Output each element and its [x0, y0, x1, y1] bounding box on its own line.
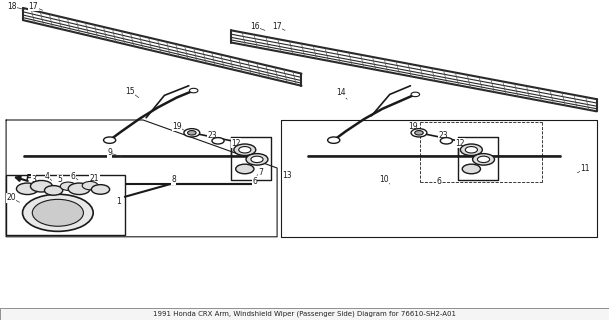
- Circle shape: [189, 88, 198, 93]
- Text: 4: 4: [45, 172, 50, 181]
- Text: 6: 6: [71, 172, 76, 180]
- Bar: [6, 175, 125, 235]
- Text: 14: 14: [336, 88, 346, 97]
- Circle shape: [91, 185, 110, 194]
- Circle shape: [236, 164, 254, 174]
- Text: FR.: FR.: [26, 174, 41, 183]
- Circle shape: [415, 131, 423, 135]
- Circle shape: [184, 129, 200, 137]
- Circle shape: [23, 194, 93, 231]
- Circle shape: [104, 137, 116, 143]
- Text: 10: 10: [379, 175, 389, 184]
- Circle shape: [411, 92, 420, 97]
- Circle shape: [16, 183, 38, 195]
- Text: 23: 23: [207, 131, 217, 140]
- Text: 2: 2: [65, 219, 69, 228]
- Circle shape: [473, 154, 495, 165]
- Text: 9: 9: [107, 148, 112, 157]
- Circle shape: [234, 144, 256, 156]
- Text: 19: 19: [408, 122, 418, 131]
- Text: 20: 20: [6, 193, 16, 202]
- Text: 13: 13: [283, 171, 292, 180]
- Text: 21: 21: [90, 174, 99, 183]
- Text: 11: 11: [580, 164, 590, 173]
- Bar: [0, 308, 609, 320]
- Text: 12: 12: [231, 139, 241, 148]
- Circle shape: [477, 156, 490, 163]
- Text: 6: 6: [252, 177, 257, 186]
- Text: 18: 18: [7, 2, 17, 11]
- Text: 23: 23: [438, 131, 448, 140]
- Text: 15: 15: [125, 87, 135, 96]
- Circle shape: [30, 180, 52, 192]
- Text: 1: 1: [116, 197, 121, 206]
- Text: 17: 17: [29, 2, 38, 11]
- Text: 6: 6: [436, 177, 441, 186]
- Text: 7: 7: [258, 168, 263, 177]
- Circle shape: [188, 131, 196, 135]
- Circle shape: [462, 164, 481, 174]
- Circle shape: [440, 138, 452, 144]
- Text: 5: 5: [57, 175, 62, 184]
- Circle shape: [411, 129, 427, 137]
- Text: 19: 19: [172, 122, 182, 131]
- Circle shape: [246, 154, 268, 165]
- Circle shape: [239, 147, 251, 153]
- Circle shape: [44, 186, 63, 195]
- Circle shape: [460, 144, 482, 156]
- Text: 22: 22: [85, 182, 95, 191]
- Circle shape: [212, 138, 224, 144]
- Text: 8: 8: [171, 175, 176, 184]
- Circle shape: [60, 182, 76, 190]
- Circle shape: [328, 137, 340, 143]
- Text: 1991 Honda CRX Arm, Windshield Wiper (Passenger Side) Diagram for 76610-SH2-A01: 1991 Honda CRX Arm, Windshield Wiper (Pa…: [153, 311, 456, 317]
- Circle shape: [32, 199, 83, 226]
- Text: 17: 17: [272, 22, 282, 31]
- Circle shape: [251, 156, 263, 163]
- Circle shape: [82, 181, 98, 190]
- Text: 16: 16: [250, 22, 259, 31]
- Circle shape: [68, 183, 90, 195]
- Text: 12: 12: [455, 139, 465, 148]
- Circle shape: [465, 147, 477, 153]
- Text: 3: 3: [31, 175, 36, 184]
